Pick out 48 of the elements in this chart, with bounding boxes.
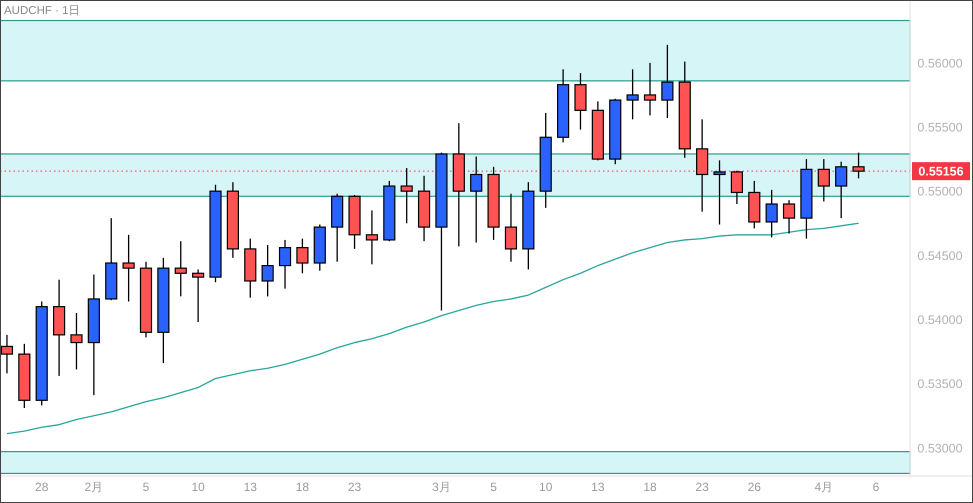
candlestick	[70, 312, 83, 370]
y-tick-label: 0.55000	[917, 184, 963, 199]
y-tick-label: 0.56000	[917, 56, 963, 70]
chart-title: AUDCHF · 1日	[4, 4, 81, 17]
candlestick	[400, 167, 413, 224]
y-tick-label: 0.55500	[917, 120, 963, 135]
x-tick-label: 10	[191, 480, 206, 494]
y-tick-label: 0.53000	[917, 441, 963, 456]
x-tick-label: 23	[348, 480, 362, 494]
x-tick-label: 23	[695, 480, 710, 494]
x-tick-label: 13	[244, 480, 258, 494]
x-tick-label: 5	[490, 480, 498, 494]
x-tick-label: 18	[296, 480, 310, 494]
x-tick-label: 4月	[814, 480, 834, 494]
y-tick-label: 0.54500	[917, 248, 963, 263]
x-tick-label: 10	[539, 480, 553, 494]
x-tick-label: 6	[872, 480, 880, 494]
ref-line-label: 0.55156	[918, 164, 964, 179]
candlestick	[644, 62, 656, 116]
x-tick-label: 26	[748, 480, 762, 494]
candlestick	[0, 334, 14, 374]
x-tick-label: 5	[142, 480, 150, 494]
candlestick	[818, 158, 830, 202]
candlestick	[661, 44, 674, 119]
candlestick	[296, 238, 309, 274]
y-tick-label: 0.53500	[917, 377, 963, 392]
candlestick	[766, 189, 778, 238]
candlestick	[192, 268, 204, 323]
candlestick	[713, 160, 726, 226]
candlestick	[730, 170, 743, 205]
x-tick-label: 18	[643, 480, 657, 494]
candlestick	[174, 240, 187, 298]
candlestick	[626, 68, 639, 120]
candlestick	[278, 239, 292, 290]
candlestick	[366, 210, 378, 265]
line-series	[6, 222, 860, 434]
x-tick-label: 3月	[432, 480, 451, 494]
candlestick	[262, 244, 274, 298]
candlestick	[852, 152, 865, 179]
candlestick	[782, 200, 796, 234]
candlestick	[835, 161, 848, 219]
y-tick-label: 0.54000	[917, 312, 963, 327]
candlestick	[504, 193, 518, 262]
x-tick-label: 13	[591, 480, 605, 494]
x-tick-label: 28	[35, 480, 49, 494]
x-tick-label: 2月	[84, 480, 104, 494]
candlestick	[122, 234, 135, 302]
candlestick	[470, 156, 482, 244]
